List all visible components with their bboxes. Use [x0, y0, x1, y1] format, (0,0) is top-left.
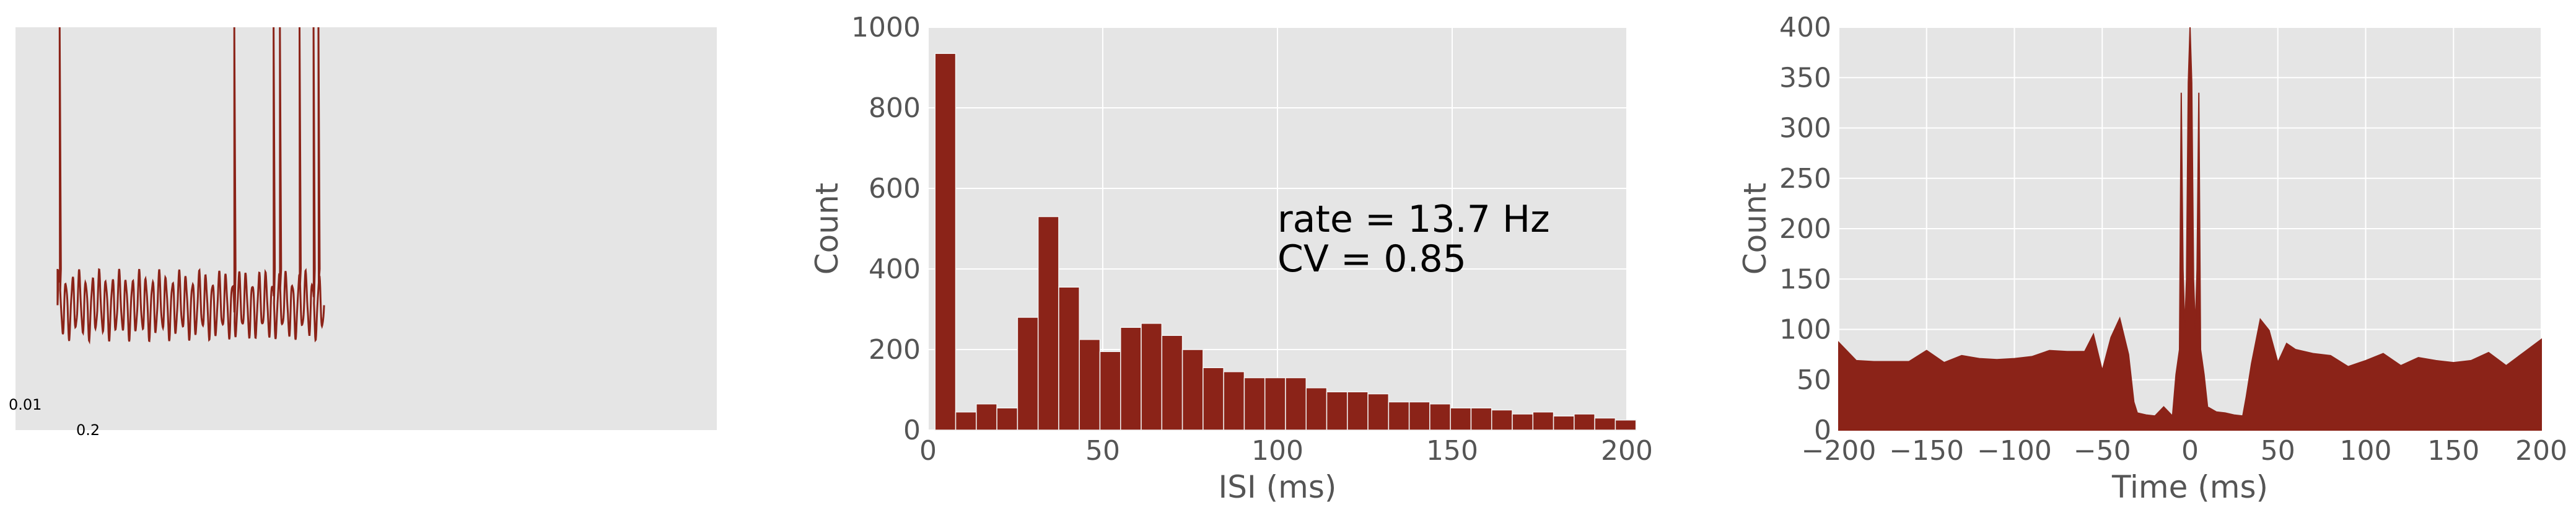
correlogram-y-tick-label: 250: [1779, 163, 1831, 195]
correlogram-panel: −200 −150 −100 −50 0 50 100 150 200 0 50 100 150 200…: [1737, 12, 2567, 505]
correlogram-y-tick-label: 150: [1779, 263, 1831, 295]
isi-bar: [1408, 401, 1430, 431]
isi-bar: [976, 403, 997, 431]
isi-y-tick-label: 400: [869, 253, 921, 285]
correlogram-y-tick-label: 50: [1797, 364, 1831, 396]
correlogram-y-tick-label: 100: [1779, 314, 1831, 346]
isi-bar: [1161, 335, 1183, 431]
isi-bar: [1594, 417, 1616, 431]
scalebar-label-voltage: 0.01: [9, 396, 42, 413]
isi-y-tick-label: 0: [903, 415, 921, 446]
isi-bar: [1017, 317, 1039, 431]
correlogram-x-tick-label: −150: [1889, 435, 1964, 467]
isi-bar: [1532, 412, 1554, 431]
isi-bar: [1614, 420, 1637, 431]
isi-bar: [1326, 391, 1348, 431]
isi-bar: [1285, 377, 1307, 431]
isi-x-axis-label: ISI (ms): [1219, 469, 1337, 505]
isi-bar: [1223, 371, 1245, 431]
isi-bar: [1553, 415, 1575, 431]
isi-x-tick-label: 200: [1601, 435, 1653, 467]
isi-bar: [1450, 407, 1472, 431]
isi-y-tick-label: 600: [869, 173, 921, 205]
scalebar-label-time: 0.2: [76, 421, 100, 439]
correlogram-y-tick-label: 0: [1814, 415, 1831, 446]
isi-y-tick-labels: 0 200 400 600 800 1000: [851, 12, 921, 446]
correlogram-y-tick-label: 350: [1779, 62, 1831, 94]
correlogram-y-tick-label: 400: [1779, 12, 1831, 43]
cv-annotation: CV = 0.85: [1277, 237, 1466, 281]
isi-y-tick-label: 1000: [851, 12, 921, 43]
isi-x-tick-label: 0: [919, 435, 937, 467]
isi-x-tick-labels: 0 50 100 150 200: [919, 435, 1653, 467]
isi-bar: [934, 53, 957, 431]
correlogram-x-tick-label: 150: [2427, 435, 2479, 467]
trace-panel: 0.01 0.2: [9, 27, 717, 439]
isi-x-tick-label: 100: [1251, 435, 1303, 467]
isi-bar: [1141, 323, 1163, 431]
isi-bar: [1203, 367, 1224, 431]
isi-bar: [1491, 409, 1513, 431]
isi-bars: [934, 53, 1637, 431]
isi-bar: [1470, 407, 1492, 431]
correlogram-x-tick-label: −200: [1802, 435, 1877, 467]
trace-panel-background: [15, 27, 717, 430]
isi-y-axis-label: Count: [809, 183, 845, 275]
correlogram-x-tick-label: 100: [2340, 435, 2392, 467]
voltage-trace-line: [56, 27, 325, 345]
correlogram-x-tick-labels: −200 −150 −100 −50 0 50 100 150 200: [1802, 435, 2567, 467]
isi-bar: [1079, 339, 1101, 431]
correlogram-y-axis-label: Count: [1737, 183, 1773, 275]
rate-annotation: rate = 13.7 Hz: [1277, 198, 1550, 241]
isi-bar: [1037, 216, 1059, 431]
isi-bar: [1181, 349, 1204, 431]
isi-bar: [996, 407, 1019, 431]
isi-x-tick-label: 50: [1085, 435, 1120, 467]
correlogram-area: [1838, 27, 2542, 431]
correlogram-y-tick-label: 300: [1779, 113, 1831, 144]
correlogram-x-tick-label: −100: [1977, 435, 2052, 467]
isi-bar: [1099, 351, 1121, 431]
correlogram-x-tick-label: 50: [2261, 435, 2295, 467]
isi-bar: [1305, 387, 1328, 431]
isi-y-tick-label: 800: [869, 92, 921, 124]
isi-bar: [1264, 377, 1286, 431]
correlogram-x-tick-label: −50: [2074, 435, 2131, 467]
isi-bar: [1574, 413, 1595, 431]
isi-bar: [1388, 401, 1410, 431]
correlogram-x-tick-label: 200: [2515, 435, 2567, 467]
isi-bar: [1429, 403, 1451, 431]
isi-bar: [1058, 286, 1080, 431]
correlogram-x-tick-label: 0: [2181, 435, 2199, 467]
isi-bar: [1120, 327, 1142, 431]
isi-y-tick-label: 200: [869, 334, 921, 366]
correlogram-y-tick-label: 200: [1779, 213, 1831, 245]
isi-bar: [1512, 413, 1534, 431]
isi-bar: [955, 412, 977, 431]
isi-bar: [1347, 391, 1369, 431]
correlogram-x-axis-label: Time (ms): [2111, 469, 2268, 505]
isi-x-tick-label: 150: [1426, 435, 1478, 467]
isi-bar: [1243, 377, 1266, 431]
isi-bar: [1367, 393, 1390, 431]
correlogram-y-tick-labels: 0 50 100 150 200 250 300 350 400: [1779, 12, 1831, 446]
